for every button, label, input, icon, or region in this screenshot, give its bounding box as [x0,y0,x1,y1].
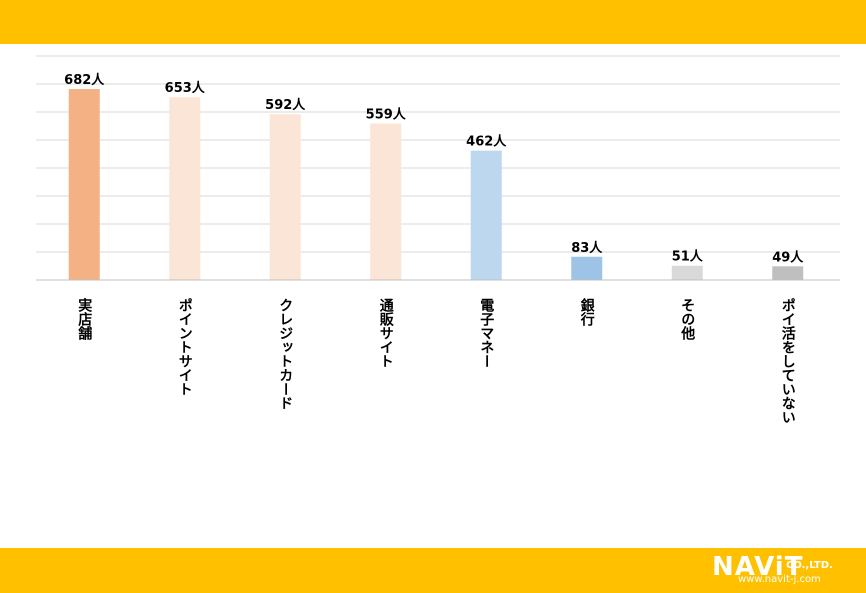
bottom-banner [0,548,866,593]
logo-text: NAViT [712,552,804,582]
logo-url: www.navit-j.com [738,574,821,585]
category-label: 通販サイト [378,298,394,368]
category-label: 銀行 [579,297,596,327]
logo-suffix: CO.,LTD. [786,560,833,571]
bar [169,97,201,280]
bar [370,123,402,280]
data-label: 592人 [265,97,306,113]
category-label: ポイ活をしていない [780,298,796,424]
bar [671,265,703,280]
navit-logo: NAViT CO.,LTD. www.navit-j.com [708,552,858,590]
bar [772,266,804,280]
data-label: 462人 [466,134,507,150]
category-label: 電子マネー [478,297,494,368]
category-label: その他 [679,298,696,341]
bar [470,150,502,280]
data-label: 653人 [165,80,206,96]
category-label: クレジットカード [277,298,293,410]
data-label: 682人 [64,72,105,88]
bar [68,89,100,280]
category-label: 実店舗 [76,297,93,341]
bar [571,256,603,280]
top-banner [0,0,866,44]
category-label: ポイントサイト [177,298,193,396]
data-label: 49人 [772,249,804,265]
data-label: 83人 [571,240,603,256]
bar [269,114,301,281]
data-label: 559人 [366,106,407,122]
data-label: 51人 [672,249,704,265]
